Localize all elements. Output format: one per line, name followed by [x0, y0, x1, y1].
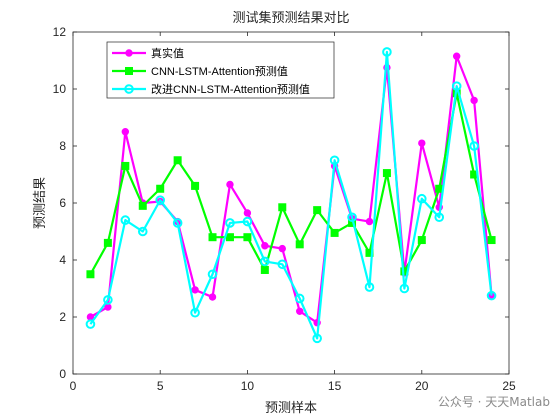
data-point — [469, 141, 479, 151]
y-axis: 0 2 4 6 8 10 12 — [53, 25, 509, 381]
data-point — [260, 265, 269, 274]
data-point — [417, 193, 427, 204]
data-point — [295, 240, 304, 249]
data-point — [137, 226, 148, 237]
x-axis-label: 预测样本 — [265, 401, 317, 416]
legend-label: 真实值 — [151, 46, 184, 60]
data-point — [242, 216, 253, 227]
data-point — [138, 201, 147, 210]
data-point — [417, 236, 426, 245]
legend-label: 改进CNN-LSTM-Attention预测值 — [151, 82, 310, 96]
data-point — [294, 293, 305, 304]
data-point — [261, 242, 269, 250]
series-improved-cnn-lstm-attention — [85, 47, 497, 344]
data-point — [243, 233, 252, 242]
data-point — [278, 203, 287, 212]
data-point — [330, 228, 339, 237]
data-point — [103, 238, 112, 247]
series-layer — [85, 47, 497, 344]
x-tick-label: 15 — [328, 379, 342, 393]
y-tick-label: 2 — [59, 310, 66, 324]
x-tick-label: 5 — [157, 379, 164, 393]
data-point — [260, 256, 270, 267]
data-point — [329, 155, 340, 166]
data-point — [365, 217, 374, 226]
data-point — [155, 195, 165, 205]
data-point — [86, 270, 95, 279]
data-point — [399, 283, 410, 294]
data-point — [243, 209, 252, 217]
x-tick-label: 20 — [415, 379, 429, 393]
data-point — [208, 233, 217, 242]
y-tick-label: 0 — [59, 367, 66, 381]
data-point — [364, 282, 375, 292]
data-point — [382, 169, 391, 178]
data-point — [451, 81, 462, 91]
data-point — [347, 212, 357, 223]
data-point — [313, 206, 322, 215]
legend-marker — [125, 67, 133, 75]
data-point — [190, 307, 200, 318]
legend-label: CNN-LSTM-Attention预测值 — [151, 65, 288, 78]
x-axis: 0 5 10 15 20 25 — [70, 32, 516, 393]
y-tick-label: 8 — [59, 139, 66, 153]
data-point — [191, 181, 200, 190]
data-point — [418, 139, 426, 147]
y-axis-label: 预测结果 — [33, 177, 48, 229]
series-cnn-lstm-attention — [86, 89, 496, 279]
data-point — [470, 96, 478, 105]
data-point — [278, 244, 286, 253]
data-point — [156, 184, 165, 193]
data-point — [207, 269, 218, 280]
y-tick-label: 6 — [59, 196, 66, 210]
data-point — [452, 52, 461, 60]
data-point — [296, 307, 304, 315]
data-point — [121, 128, 130, 136]
data-point — [173, 156, 182, 165]
data-point — [191, 286, 199, 294]
legend: 真实值 CNN-LSTM-Attention预测值改进CNN-LSTM-Atten… — [106, 41, 335, 99]
data-point — [312, 333, 322, 344]
data-point — [486, 290, 497, 301]
y-tick-label: 12 — [53, 25, 67, 39]
data-point — [226, 180, 234, 189]
data-point — [121, 161, 130, 170]
legend-marker — [124, 84, 134, 94]
data-point — [85, 319, 96, 329]
data-point — [487, 236, 496, 245]
data-point — [434, 212, 445, 223]
y-tick-label: 4 — [59, 253, 66, 267]
data-point — [208, 293, 217, 301]
x-tick-label: 10 — [241, 379, 255, 393]
data-point — [103, 295, 113, 305]
watermark: 公众号 · 天天Matlab — [437, 395, 550, 409]
data-point — [225, 218, 235, 228]
data-point — [382, 47, 392, 57]
data-point — [172, 218, 183, 228]
data-point — [225, 233, 234, 242]
legend-marker — [125, 49, 133, 57]
chart-title: 测试集预测结果对比 — [232, 10, 349, 26]
data-point — [120, 215, 131, 225]
x-tick-label: 25 — [502, 379, 516, 393]
x-tick-label: 0 — [70, 379, 77, 393]
y-tick-label: 10 — [53, 82, 67, 96]
data-point — [277, 259, 288, 270]
